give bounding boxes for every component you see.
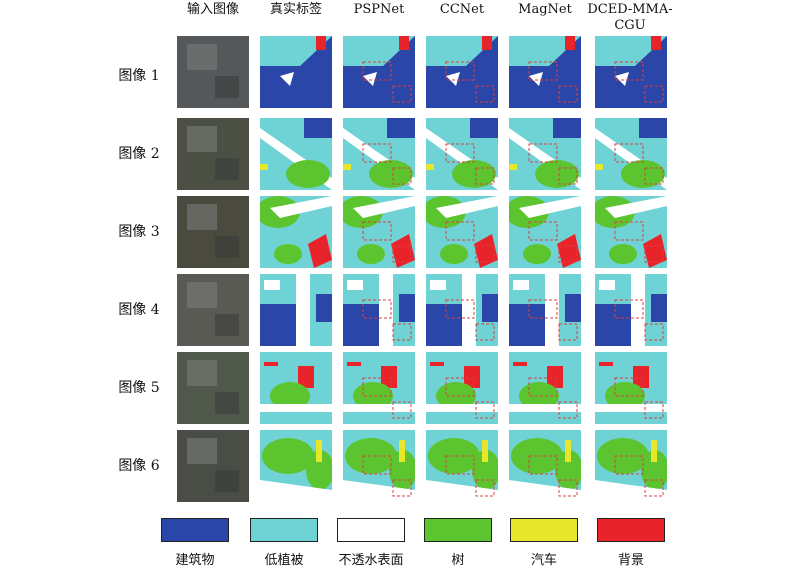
row-label-image-3: 图像 3 bbox=[118, 224, 160, 240]
legend-swatch-building bbox=[161, 518, 229, 542]
input-image-1 bbox=[177, 36, 249, 108]
input-image-4 bbox=[177, 274, 249, 346]
column-header-input: 输入图像 bbox=[186, 2, 239, 17]
magnet-result-3 bbox=[509, 196, 581, 268]
input-image-3 bbox=[177, 196, 249, 268]
magnet-result-2 bbox=[509, 118, 581, 190]
dced-mma-cgu-result-6 bbox=[595, 430, 667, 502]
legend-swatch-background bbox=[597, 518, 665, 542]
column-header-magnet: MagNet bbox=[518, 2, 572, 17]
ccnet-result-4 bbox=[426, 274, 498, 346]
magnet-result-4 bbox=[509, 274, 581, 346]
dced-mma-cgu-result-4 bbox=[595, 274, 667, 346]
dced-mma-cgu-result-2 bbox=[595, 118, 667, 190]
row-label-image-5: 图像 5 bbox=[118, 380, 160, 396]
legend-label-impervious-surface: 不透水表面 bbox=[338, 553, 404, 568]
magnet-result-1 bbox=[509, 36, 581, 108]
ccnet-result-3 bbox=[426, 196, 498, 268]
ccnet-result-5 bbox=[426, 352, 498, 424]
ground-truth-result-6 bbox=[260, 430, 332, 502]
column-header-dced-mma-cgu: DCED-MMA-CGU bbox=[587, 2, 673, 33]
legend-swatch-impervious-surface bbox=[337, 518, 405, 542]
input-image-5 bbox=[177, 352, 249, 424]
legend-swatch-low-vegetation bbox=[250, 518, 318, 542]
column-header-ccnet: CCNet bbox=[439, 2, 485, 17]
column-header-pspnet: PSPNet bbox=[353, 2, 405, 17]
row-label-image-4: 图像 4 bbox=[118, 302, 160, 318]
magnet-result-5 bbox=[509, 352, 581, 424]
input-image-6 bbox=[177, 430, 249, 502]
row-label-image-2: 图像 2 bbox=[118, 146, 160, 162]
legend-label-car: 汽车 bbox=[530, 553, 557, 568]
dced-mma-cgu-result-5 bbox=[595, 352, 667, 424]
legend-label-background: 背景 bbox=[617, 553, 644, 568]
ground-truth-result-3 bbox=[260, 196, 332, 268]
row-label-image-1: 图像 1 bbox=[118, 68, 160, 84]
ground-truth-result-5 bbox=[260, 352, 332, 424]
legend-label-low-vegetation: 低植被 bbox=[264, 553, 304, 568]
ccnet-result-6 bbox=[426, 430, 498, 502]
pspnet-result-2 bbox=[343, 118, 415, 190]
legend-label-tree: 树 bbox=[451, 553, 465, 568]
column-header-ground-truth: 真实标签 bbox=[269, 2, 322, 17]
pspnet-result-5 bbox=[343, 352, 415, 424]
dced-mma-cgu-result-3 bbox=[595, 196, 667, 268]
ground-truth-result-1 bbox=[260, 36, 332, 108]
magnet-result-6 bbox=[509, 430, 581, 502]
row-label-image-6: 图像 6 bbox=[118, 458, 160, 474]
pspnet-result-4 bbox=[343, 274, 415, 346]
ccnet-result-1 bbox=[426, 36, 498, 108]
pspnet-result-3 bbox=[343, 196, 415, 268]
ground-truth-result-2 bbox=[260, 118, 332, 190]
legend-swatch-tree bbox=[424, 518, 492, 542]
legend-swatch-car bbox=[510, 518, 578, 542]
ccnet-result-2 bbox=[426, 118, 498, 190]
input-image-2 bbox=[177, 118, 249, 190]
ground-truth-result-4 bbox=[260, 274, 332, 346]
dced-mma-cgu-result-1 bbox=[595, 36, 667, 108]
legend-label-building: 建筑物 bbox=[175, 553, 215, 568]
pspnet-result-1 bbox=[343, 36, 415, 108]
pspnet-result-6 bbox=[343, 430, 415, 502]
